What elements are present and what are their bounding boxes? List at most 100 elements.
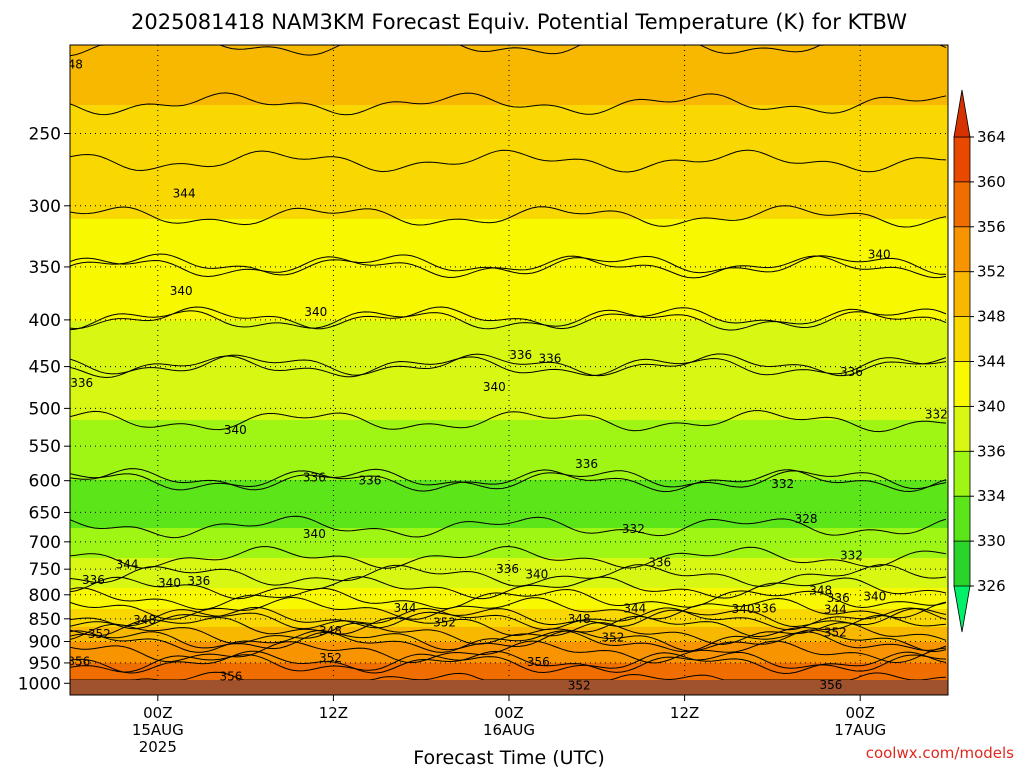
- theta-e-band: [70, 576, 948, 580]
- contour-line-348: [70, 614, 947, 638]
- theta-e-band: [70, 51, 948, 55]
- theta-e-band: [70, 663, 948, 667]
- theta-e-band: [70, 237, 948, 241]
- theta-e-band: [70, 402, 948, 406]
- contour-label: 348: [319, 624, 342, 638]
- colorbar-segment: [953, 271, 971, 318]
- theta-e-band: [70, 381, 948, 385]
- theta-e-band: [70, 168, 948, 172]
- theta-e-band: [70, 567, 948, 571]
- theta-e-band: [70, 540, 948, 544]
- theta-e-band: [70, 585, 948, 589]
- contour-line-336: [70, 545, 947, 569]
- theta-e-band: [70, 483, 948, 487]
- theta-e-band: [70, 453, 948, 457]
- contour-label: 348: [133, 613, 156, 627]
- colorbar-label: 364: [977, 128, 1006, 146]
- theta-e-band: [70, 120, 948, 124]
- colorbar-segment: [953, 361, 971, 408]
- theta-e-band: [70, 63, 948, 67]
- credit-text: coolwx.com/models: [866, 744, 1014, 762]
- theta-e-band: [70, 468, 948, 472]
- colorbar: 326 330 334 336 340 344 348 352 356 360 364: [953, 89, 1006, 633]
- theta-e-band: [70, 222, 948, 226]
- contour-line-340: [70, 306, 947, 330]
- ground-strip: [70, 680, 948, 695]
- theta-e-band: [70, 276, 948, 280]
- theta-e-band: [70, 390, 948, 394]
- theta-e-band: [70, 78, 948, 82]
- theta-e-band: [70, 543, 948, 547]
- contour-line-350: [70, 622, 947, 645]
- theta-e-band: [70, 456, 948, 460]
- theta-e-band: [70, 243, 948, 247]
- contour-label: 348: [809, 583, 832, 597]
- theta-e-band: [70, 225, 948, 229]
- theta-e-band: [70, 513, 948, 517]
- theta-e-band: [70, 618, 948, 622]
- y-tick-label: 900: [29, 632, 61, 652]
- colorbar-segment: [953, 181, 971, 228]
- y-tick-label: 800: [29, 586, 61, 606]
- theta-e-band: [70, 258, 948, 262]
- colorbar-max-arrow: [953, 89, 971, 138]
- x-tick-label: 00Z: [143, 704, 172, 722]
- contour-line-338: [70, 355, 947, 379]
- grid-lines: [70, 45, 948, 695]
- theta-e-band: [70, 450, 948, 454]
- theta-e-band: [70, 135, 948, 139]
- contour-label: 340: [863, 589, 886, 603]
- theta-e-band: [70, 582, 948, 586]
- colorbar-label: 334: [977, 487, 1006, 505]
- contour-line-338: [70, 564, 947, 588]
- theta-e-band: [70, 312, 948, 316]
- contour-line-350: [70, 45, 947, 57]
- theta-e-band: [70, 432, 948, 436]
- theta-e-band: [70, 90, 948, 94]
- contour-label: 336: [840, 365, 863, 379]
- theta-e-band: [70, 393, 948, 397]
- contour-label: 352: [601, 631, 624, 645]
- theta-e-band: [70, 657, 948, 661]
- theta-e-band: [70, 411, 948, 415]
- contour-label: 340: [525, 567, 548, 581]
- colorbar-label: 360: [977, 173, 1006, 191]
- contour-line-338: [70, 353, 947, 377]
- theta-e-band: [70, 486, 948, 490]
- contour-line-348: [70, 92, 947, 116]
- theta-e-band: [70, 165, 948, 169]
- theta-e-band: [70, 321, 948, 325]
- contour-line-334: [70, 469, 947, 493]
- theta-e-band: [70, 255, 948, 259]
- contour-line-342: [70, 255, 947, 279]
- contour-line-342: [70, 587, 947, 611]
- theta-e-band: [70, 285, 948, 289]
- theta-e-band: [70, 372, 948, 376]
- x-tick-label: 12Z: [670, 704, 699, 722]
- theta-e-band: [70, 615, 948, 619]
- theta-e-band: [70, 405, 948, 409]
- colorbar-label: 344: [977, 353, 1006, 371]
- y-tick-label: 500: [29, 399, 61, 419]
- y-tick-label: 400: [29, 311, 61, 331]
- theta-e-band: [70, 156, 948, 160]
- theta-e-band: [70, 516, 948, 520]
- theta-e-band: [70, 345, 948, 349]
- contour-label: 336: [509, 348, 532, 362]
- theta-e-band: [70, 105, 948, 109]
- contour-label: 348: [568, 612, 591, 626]
- contour-line-342: [70, 253, 946, 276]
- theta-e-band: [70, 588, 948, 592]
- theta-e-band: [70, 303, 948, 307]
- theta-e-band: [70, 108, 948, 112]
- theta-e-band: [70, 231, 948, 235]
- theta-e-band: [70, 462, 948, 466]
- theta-e-band: [70, 441, 948, 445]
- theta-e-band: [70, 675, 948, 679]
- theta-e-band: [70, 186, 948, 190]
- contour-line-334: [70, 515, 947, 539]
- theta-e-band: [70, 417, 948, 421]
- theta-e-band: [70, 162, 948, 166]
- contour-label: 348: [60, 57, 83, 71]
